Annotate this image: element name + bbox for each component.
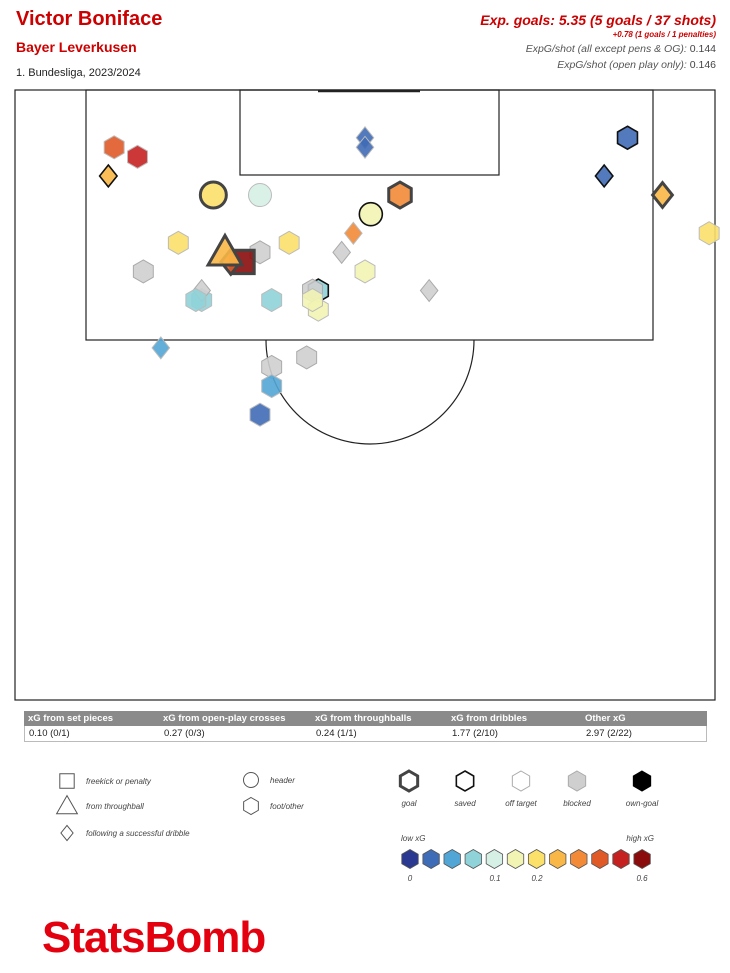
legend-color-swatch-1 bbox=[422, 849, 440, 869]
legend-label-square: freekick or penalty bbox=[86, 777, 152, 786]
shot-marker-22 bbox=[354, 259, 376, 284]
xg-breakdown-table: xG from set pieces xG from open-play cro… bbox=[24, 711, 707, 742]
legend-color-swatch-2 bbox=[443, 849, 461, 869]
legend-outcome-off-target bbox=[511, 770, 531, 792]
shot-marker-26 bbox=[302, 288, 323, 313]
table-row: 0.10 (0/1) 0.27 (0/3) 0.24 (1/1) 1.77 (2… bbox=[24, 726, 707, 742]
shot-marker-5 bbox=[98, 163, 119, 189]
shot-marker-37 bbox=[249, 402, 271, 427]
shot-marker-8 bbox=[650, 180, 675, 210]
legend-color-swatch-10 bbox=[612, 849, 630, 869]
xg-per-shot-open-label: ExpG/shot (open play only): bbox=[557, 59, 687, 71]
legend-color-swatch-6 bbox=[527, 849, 546, 869]
pitch-lines bbox=[14, 89, 716, 701]
xg-per-shot-open-value: 0.146 bbox=[689, 59, 716, 71]
xg-per-shot-all: ExpG/shot (all except pens & OG): 0.144 bbox=[480, 42, 716, 56]
xg-per-shot-all-value: 0.144 bbox=[689, 43, 716, 55]
legend-color-swatch-0 bbox=[401, 849, 419, 869]
legend-label-triangle: from throughball bbox=[86, 802, 144, 811]
shot-marker-11 bbox=[248, 183, 272, 208]
shot-marker-6 bbox=[127, 144, 148, 169]
shot-marker-27 bbox=[419, 278, 439, 303]
table-cell-throughballs: 0.24 (1/1) bbox=[316, 728, 357, 739]
table-header-other: Other xG bbox=[585, 713, 626, 724]
shot-marker-3 bbox=[594, 163, 614, 189]
legend-label-diamond: following a successful dribble bbox=[86, 829, 190, 838]
legend-color-swatch-5 bbox=[506, 849, 525, 869]
shot-marker-7 bbox=[103, 135, 125, 160]
table-cell-other: 2.97 (2/22) bbox=[586, 728, 632, 739]
legend-color-swatch-3 bbox=[464, 849, 482, 869]
table-header-dribbles: xG from dribbles bbox=[451, 713, 528, 724]
legend-scale-low: low xG bbox=[401, 834, 425, 843]
shot-marker-31 bbox=[185, 288, 207, 313]
legend-layer: freekick or penalty from throughball follo… bbox=[55, 769, 659, 883]
legend-color-swatch-11 bbox=[633, 849, 651, 869]
legend-outcome-label-0: goal bbox=[401, 799, 416, 808]
legend-outcome-label-3: blocked bbox=[563, 799, 591, 808]
legend-shape-square bbox=[59, 773, 75, 789]
shot-marker-15 bbox=[167, 230, 189, 255]
table-header-crosses: xG from open-play crosses bbox=[163, 713, 286, 724]
xg-per-shot-open: ExpG/shot (open play only): 0.146 bbox=[480, 58, 716, 72]
shot-marker-10 bbox=[198, 180, 228, 210]
table-header-throughballs: xG from throughballs bbox=[315, 713, 412, 724]
competition-label: 1. Bundesliga, 2023/2024 bbox=[16, 67, 141, 79]
legend-outcome-label-2: off target bbox=[505, 799, 537, 808]
legend-outcome-saved bbox=[455, 770, 475, 792]
shot-marker-9 bbox=[387, 180, 413, 210]
table-cell-set-pieces: 0.10 (0/1) bbox=[29, 728, 70, 739]
shot-marker-16 bbox=[278, 230, 300, 255]
xg-per-shot-all-label: ExpG/shot (all except pens & OG): bbox=[525, 43, 687, 55]
pitch-outline bbox=[14, 89, 716, 701]
shot-marker-28 bbox=[261, 288, 283, 313]
statsbomb-logo: StatsBomb bbox=[42, 913, 266, 962]
legend-color-swatch-9 bbox=[591, 849, 609, 869]
shot-marker-20 bbox=[205, 232, 245, 267]
legend-outcome-own-goal bbox=[632, 770, 652, 792]
legend-label-header: header bbox=[270, 776, 295, 785]
legend-outcome-blocked bbox=[567, 770, 587, 792]
legend-shape-circle bbox=[243, 772, 259, 788]
shot-marker-12 bbox=[358, 201, 384, 227]
legend-outcome-goal bbox=[398, 769, 420, 793]
legend-shape-triangle bbox=[55, 794, 79, 815]
legend-outcome-label-4: own-goal bbox=[626, 799, 659, 808]
legend-color-swatch-8 bbox=[570, 849, 588, 869]
shot-marker-34 bbox=[296, 345, 318, 370]
chart-header-right: Exp. goals: 5.35 (5 goals / 37 shots) +0… bbox=[480, 12, 716, 72]
legend-scale-tick-2: 0.2 bbox=[531, 874, 543, 883]
table-header-set-pieces: xG from set pieces bbox=[28, 713, 114, 724]
shot-marker-21 bbox=[332, 240, 352, 265]
legend-label-foot: foot/other bbox=[270, 802, 304, 811]
shot-marker-36 bbox=[261, 373, 283, 399]
legend-scale-tick-3: 0.6 bbox=[636, 874, 648, 883]
legend-color-swatch-4 bbox=[485, 849, 504, 869]
legend-scale-tick-1: 0.1 bbox=[489, 874, 500, 883]
shot-marker-32 bbox=[132, 259, 154, 284]
legend-scale-tick-0: 0 bbox=[408, 874, 413, 883]
table-header-row: xG from set pieces xG from open-play cro… bbox=[24, 711, 707, 726]
table-cell-dribbles: 1.77 (2/10) bbox=[452, 728, 498, 739]
xg-penalties: +0.78 (1 goals / 1 penalties) bbox=[612, 30, 716, 39]
xg-total: Exp. goals: 5.35 (5 goals / 37 shots) bbox=[480, 12, 716, 28]
legend-shape-diamond bbox=[60, 824, 74, 842]
chart-header-left: Victor Boniface Bayer Leverkusen 1. Bund… bbox=[16, 8, 162, 80]
legend-shape-hexagon bbox=[243, 796, 259, 816]
shot-marker-14 bbox=[343, 221, 363, 245]
shot-marker-4 bbox=[616, 125, 639, 151]
legend-color-swatch-7 bbox=[549, 849, 567, 869]
shot-marker-2 bbox=[355, 135, 375, 160]
player-name: Victor Boniface bbox=[16, 8, 163, 30]
shot-marker-13 bbox=[698, 221, 720, 246]
shots-layer bbox=[98, 125, 720, 427]
table-cell-crosses: 0.27 (0/3) bbox=[164, 728, 205, 739]
shot-marker-33 bbox=[151, 336, 171, 360]
legend-scale-high: high xG bbox=[626, 834, 654, 843]
legend-outcome-label-1: saved bbox=[454, 799, 476, 808]
team-name: Bayer Leverkusen bbox=[16, 39, 137, 55]
